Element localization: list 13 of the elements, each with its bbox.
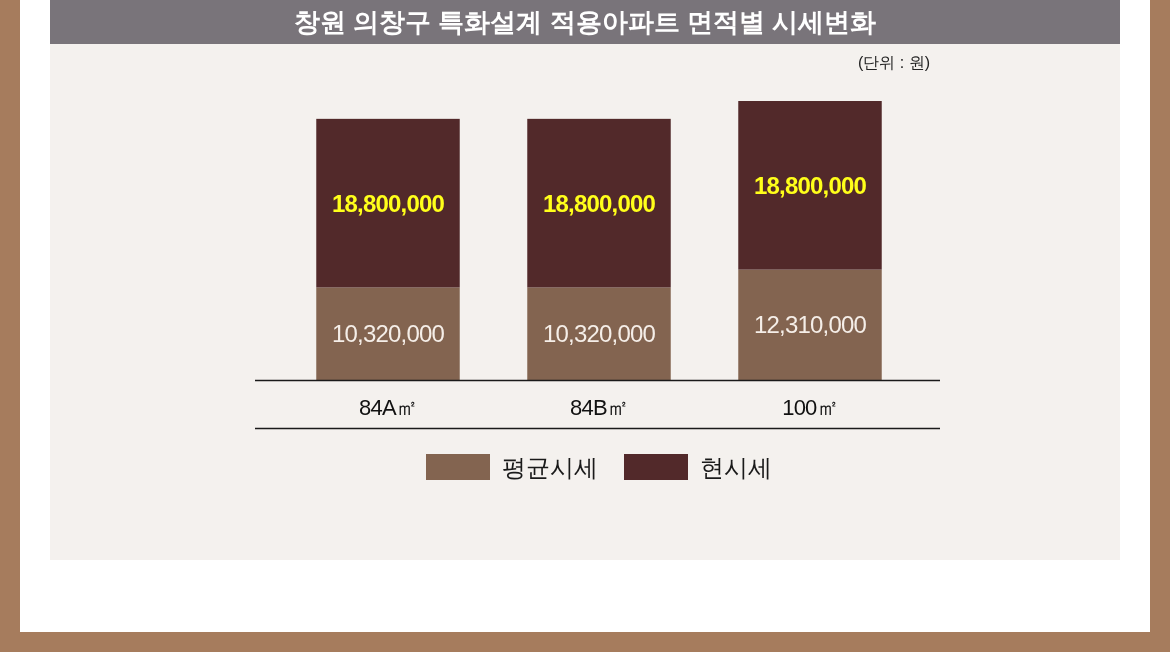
x-tick-label: 84B㎡ — [570, 395, 628, 420]
x-tick-label: 100㎡ — [782, 395, 838, 420]
legend-label: 현시세 — [700, 454, 772, 481]
legend-label: 평균시세 — [502, 454, 598, 481]
x-tick-label: 84A㎡ — [359, 395, 417, 420]
data-label: 12,310,000 — [753, 311, 867, 339]
text: (단위 : 원) — [858, 54, 930, 71]
data-label: 18,800,000 — [753, 171, 867, 199]
data-label: 10,320,000 — [542, 320, 656, 348]
chart-title: 창원 의창구 특화설계 적용아파트 면적별 시세변화 — [293, 7, 877, 37]
data-label: 10,320,000 — [331, 320, 445, 348]
data-label: 18,800,000 — [542, 189, 656, 217]
data-label: 18,800,000 — [331, 189, 445, 217]
